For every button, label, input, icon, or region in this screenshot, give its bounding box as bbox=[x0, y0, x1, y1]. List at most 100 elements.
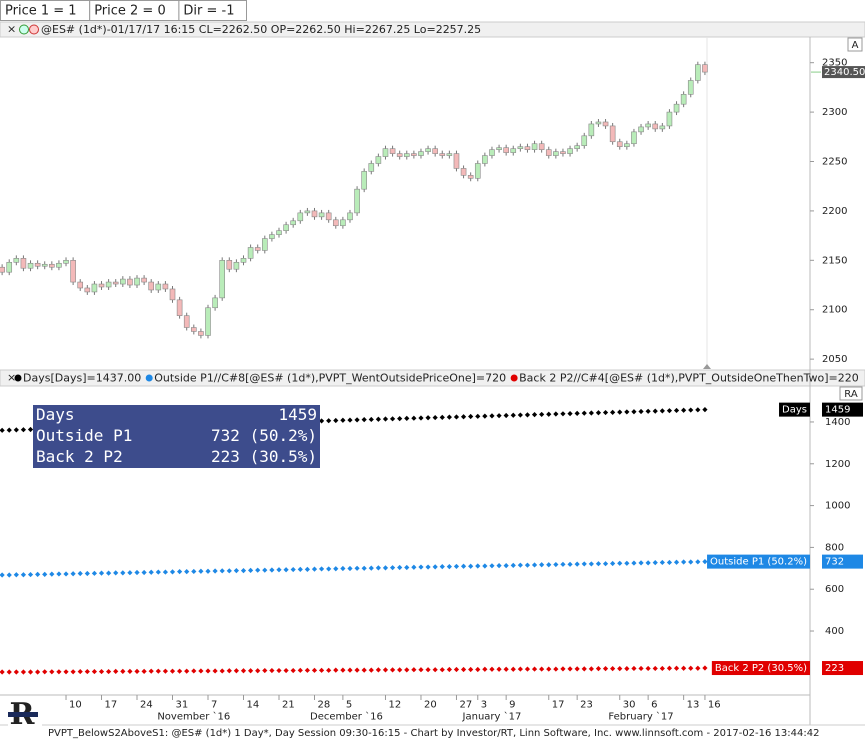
candle-body bbox=[183, 315, 190, 328]
candle-body bbox=[148, 281, 155, 291]
x-tick-label: 14 bbox=[246, 700, 259, 711]
corner-button[interactable] bbox=[847, 37, 863, 52]
candle-body bbox=[389, 148, 396, 154]
dot bbox=[77, 570, 83, 577]
dot bbox=[453, 414, 460, 420]
dot bbox=[553, 411, 559, 417]
candle-body bbox=[311, 210, 318, 218]
dot bbox=[688, 407, 694, 413]
candle-body bbox=[652, 123, 659, 130]
candle-body bbox=[602, 121, 609, 127]
dot bbox=[617, 409, 623, 415]
dot bbox=[567, 410, 573, 417]
candle-body bbox=[460, 168, 467, 176]
dot bbox=[645, 408, 651, 414]
dot bbox=[354, 667, 360, 673]
dot bbox=[631, 560, 637, 566]
candle-body bbox=[524, 146, 531, 150]
dot bbox=[98, 668, 105, 675]
corner-label[interactable]: RA bbox=[844, 389, 858, 400]
candle-body bbox=[318, 212, 325, 218]
dot bbox=[531, 666, 538, 672]
close-icon[interactable]: × bbox=[7, 371, 16, 384]
candle-body bbox=[588, 123, 595, 137]
dot bbox=[141, 569, 147, 576]
dot bbox=[652, 560, 658, 566]
candle-body bbox=[112, 281, 119, 285]
candle-body bbox=[609, 125, 616, 143]
dot bbox=[681, 407, 687, 413]
dot bbox=[255, 567, 261, 573]
dot bbox=[503, 412, 509, 419]
dot bbox=[219, 668, 225, 674]
dot bbox=[560, 561, 566, 567]
candle-body bbox=[169, 288, 176, 301]
dot bbox=[610, 666, 616, 672]
series-tag: Back 2 P2 (30.5%) bbox=[715, 663, 807, 674]
dot bbox=[503, 562, 509, 569]
dot bbox=[162, 668, 169, 674]
dot bbox=[432, 414, 438, 421]
x-tick-label: 10 bbox=[69, 700, 82, 711]
dot bbox=[439, 414, 445, 420]
month-label: January `17 bbox=[462, 711, 522, 723]
dot bbox=[326, 566, 332, 572]
table-name: Outside P1 bbox=[36, 426, 132, 445]
dot bbox=[546, 666, 552, 672]
close-icon[interactable]: × bbox=[7, 23, 16, 36]
dot bbox=[340, 417, 346, 423]
y-tick-label: 600 bbox=[825, 584, 844, 595]
dot bbox=[673, 559, 680, 565]
dot bbox=[347, 565, 353, 572]
x-tick-label: 16 bbox=[708, 700, 721, 711]
dot bbox=[361, 565, 367, 571]
toolbar-button[interactable] bbox=[178, 0, 247, 21]
candle-body bbox=[340, 219, 346, 227]
candle-body bbox=[240, 258, 247, 263]
series-tag: Days bbox=[782, 405, 807, 416]
series-value-box bbox=[822, 402, 863, 417]
candle-body bbox=[290, 220, 296, 226]
dot bbox=[496, 666, 502, 672]
candle-body bbox=[517, 146, 524, 149]
candle-body bbox=[368, 163, 375, 172]
x-tick-label: 31 bbox=[176, 700, 189, 711]
icon[interactable] bbox=[19, 24, 29, 35]
dot bbox=[610, 560, 616, 567]
candle-body bbox=[616, 141, 623, 147]
dot bbox=[468, 563, 474, 569]
legend-text: Back 2 P2//C#4[@ES# (1d*),PVPT_OutsideOn… bbox=[519, 372, 859, 385]
candle-body bbox=[467, 175, 474, 179]
candle-body bbox=[198, 331, 204, 336]
candle-body bbox=[545, 149, 552, 156]
dot bbox=[269, 667, 275, 674]
last-price-box bbox=[822, 66, 865, 79]
dot bbox=[240, 568, 247, 574]
dot bbox=[631, 409, 637, 415]
dot bbox=[524, 562, 531, 568]
corner-button[interactable] bbox=[839, 386, 863, 401]
dot bbox=[6, 669, 12, 675]
y-tick-label: 2050 bbox=[822, 354, 847, 365]
dot bbox=[581, 561, 587, 567]
dot bbox=[666, 665, 673, 671]
series-value-box bbox=[822, 554, 863, 569]
x-tick-label: 6 bbox=[651, 700, 657, 711]
dot bbox=[539, 562, 545, 568]
dot bbox=[113, 570, 119, 576]
legend-text: Outside P1//C#8[@ES# (1d*),PVPT_WentOuts… bbox=[154, 372, 506, 385]
candle-body bbox=[482, 155, 488, 164]
dot bbox=[397, 667, 403, 673]
dot bbox=[617, 560, 623, 566]
y-tick-label: 2250 bbox=[822, 157, 847, 168]
dot bbox=[659, 665, 665, 672]
series-value-box bbox=[822, 661, 863, 676]
candle-body bbox=[0, 266, 5, 273]
corner-label[interactable]: A bbox=[852, 40, 859, 51]
dot bbox=[91, 668, 98, 675]
dot bbox=[389, 416, 396, 422]
candle-body bbox=[411, 153, 417, 156]
icon[interactable] bbox=[29, 24, 39, 35]
dot bbox=[524, 412, 531, 418]
candle-body bbox=[560, 151, 566, 154]
